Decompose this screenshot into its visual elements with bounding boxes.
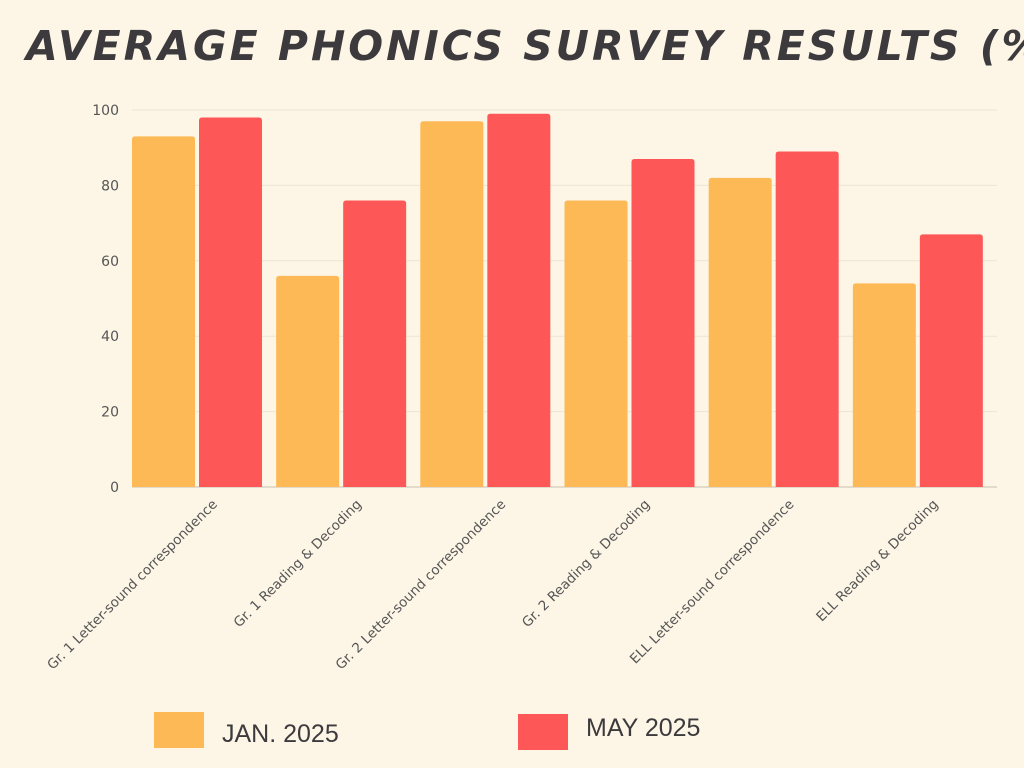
bar-jan-2025-ell-letter-sound-correspondence (708, 177, 772, 488)
bar-may-2025-gr-2-letter-sound-correspondence (487, 113, 551, 488)
y-tick-label-20: 20 (101, 405, 119, 421)
bar-jan-2025-gr-1-reading-decoding (276, 275, 340, 487)
x-tick-label-gr-1-letter-sound-correspondence: Gr. 1 Letter-sound correspondence (44, 497, 221, 674)
legend-label-jan-2025: JAN. 2025 (222, 719, 339, 748)
bar-may-2025-ell-letter-sound-correspondence (775, 151, 839, 487)
x-tick-label-gr-1-reading-decoding: Gr. 1 Reading & Decoding (231, 497, 365, 631)
bar-jan-2025-gr-2-letter-sound-correspondence (420, 121, 484, 487)
chart-title: AVERAGE PHONICS SURVEY RESULTS (%) (26, 22, 1024, 70)
bar-may-2025-gr-1-reading-decoding (343, 200, 407, 488)
y-tick-label-80: 80 (101, 178, 119, 194)
bars (132, 113, 983, 488)
legend-swatch-jan-2025 (154, 712, 204, 748)
y-axis-tick-labels: 0 20 40 60 80 100 (92, 103, 119, 496)
legend-label-may-2025: MAY 2025 (586, 713, 701, 742)
bar-jan-2025-gr-2-reading-decoding (564, 200, 628, 488)
y-tick-label-40: 40 (101, 329, 119, 345)
x-tick-label-ell-letter-sound-correspondence: ELL Letter-sound correspondence (627, 497, 798, 668)
x-tick-label-gr-2-reading-decoding: Gr. 2 Reading & Decoding (519, 497, 653, 631)
legend-item-jan-2025: JAN. 2025 (154, 712, 339, 748)
y-tick-label-0: 0 (110, 480, 119, 496)
bar-may-2025-gr-2-reading-decoding (631, 159, 695, 487)
y-tick-label-60: 60 (101, 254, 119, 270)
x-axis-tick-labels: Gr. 1 Letter-sound correspondence Gr. 1 R… (44, 497, 941, 674)
bar-jan-2025-gr-1-letter-sound-correspondence (132, 136, 195, 487)
legend-item-may-2025: MAY 2025 (518, 714, 700, 750)
bar-may-2025-ell-reading-decoding (919, 234, 983, 487)
bar-jan-2025-ell-reading-decoding (852, 283, 916, 487)
legend-swatch-may-2025 (518, 714, 568, 750)
x-tick-label-gr-2-letter-sound-correspondence: Gr. 2 Letter-sound correspondence (333, 497, 510, 674)
y-tick-label-100: 100 (92, 103, 119, 119)
x-tick-label-ell-reading-decoding: ELL Reading & Decoding (813, 497, 941, 625)
bar-may-2025-gr-1-letter-sound-correspondence (199, 117, 262, 487)
